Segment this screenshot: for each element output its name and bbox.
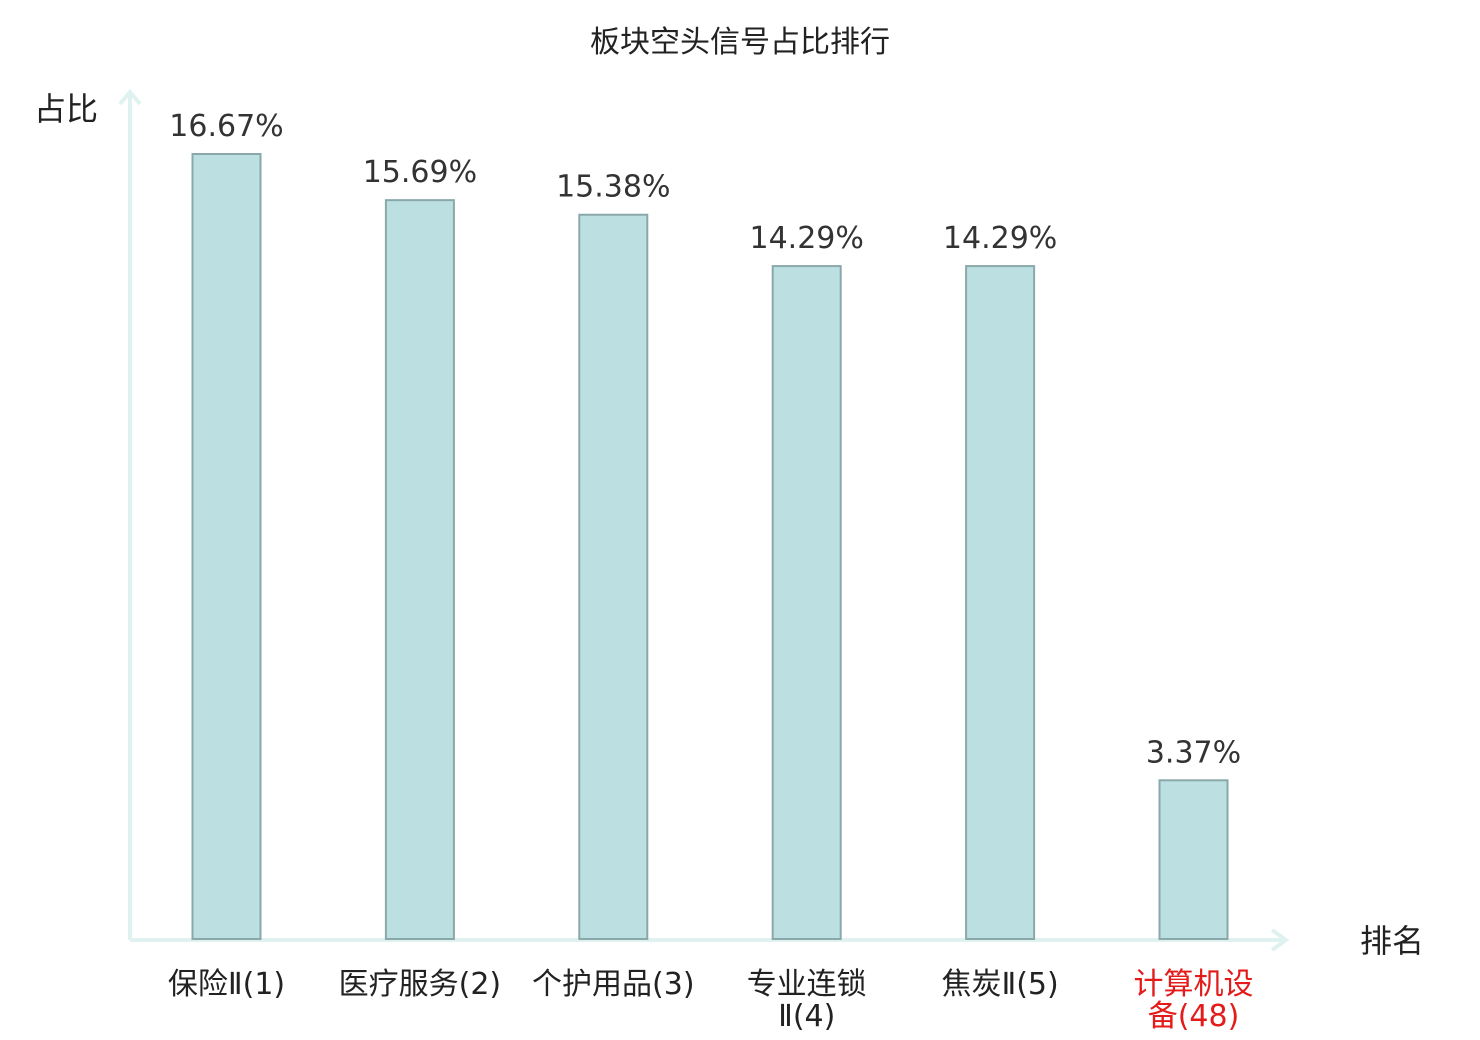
x-tick-label: 焦炭Ⅱ(5) xyxy=(941,967,1058,1002)
x-axis-label: 排名 xyxy=(1360,922,1424,960)
chart-title: 板块空头信号占比排行 xyxy=(590,25,890,60)
x-tick-label: 计算机设 xyxy=(1134,967,1254,1002)
data-label: 3.37% xyxy=(1146,735,1241,770)
bar xyxy=(384,199,455,941)
x-tick-label: 备(48) xyxy=(1148,999,1240,1034)
x-tick-label: 个护用品(3) xyxy=(532,967,695,1002)
data-label: 16.67% xyxy=(169,109,283,144)
bar xyxy=(965,265,1036,941)
data-label: 15.38% xyxy=(556,170,670,205)
bar xyxy=(578,213,649,941)
x-tick-label: 保险Ⅱ(1) xyxy=(168,967,285,1002)
bar xyxy=(1158,779,1229,941)
bar xyxy=(191,153,262,940)
x-tick-label: 专业连锁 xyxy=(747,967,867,1002)
x-tick-label: 医疗服务(2) xyxy=(339,967,502,1002)
bars-group: 16.67% 保险Ⅱ(1) 15.69% 医疗服务(2) 15.38% 个护用品(3) 14… xyxy=(168,109,1254,1034)
x-axis-arrow-icon xyxy=(1270,928,1290,952)
y-axis-label: 占比 xyxy=(34,90,98,128)
x-tick-label: Ⅱ(4) xyxy=(778,999,835,1034)
data-label: 14.29% xyxy=(943,221,1057,256)
data-label: 15.69% xyxy=(363,155,477,190)
bar xyxy=(771,265,842,941)
y-axis-arrow-icon xyxy=(118,88,142,106)
data-label: 14.29% xyxy=(750,221,864,256)
